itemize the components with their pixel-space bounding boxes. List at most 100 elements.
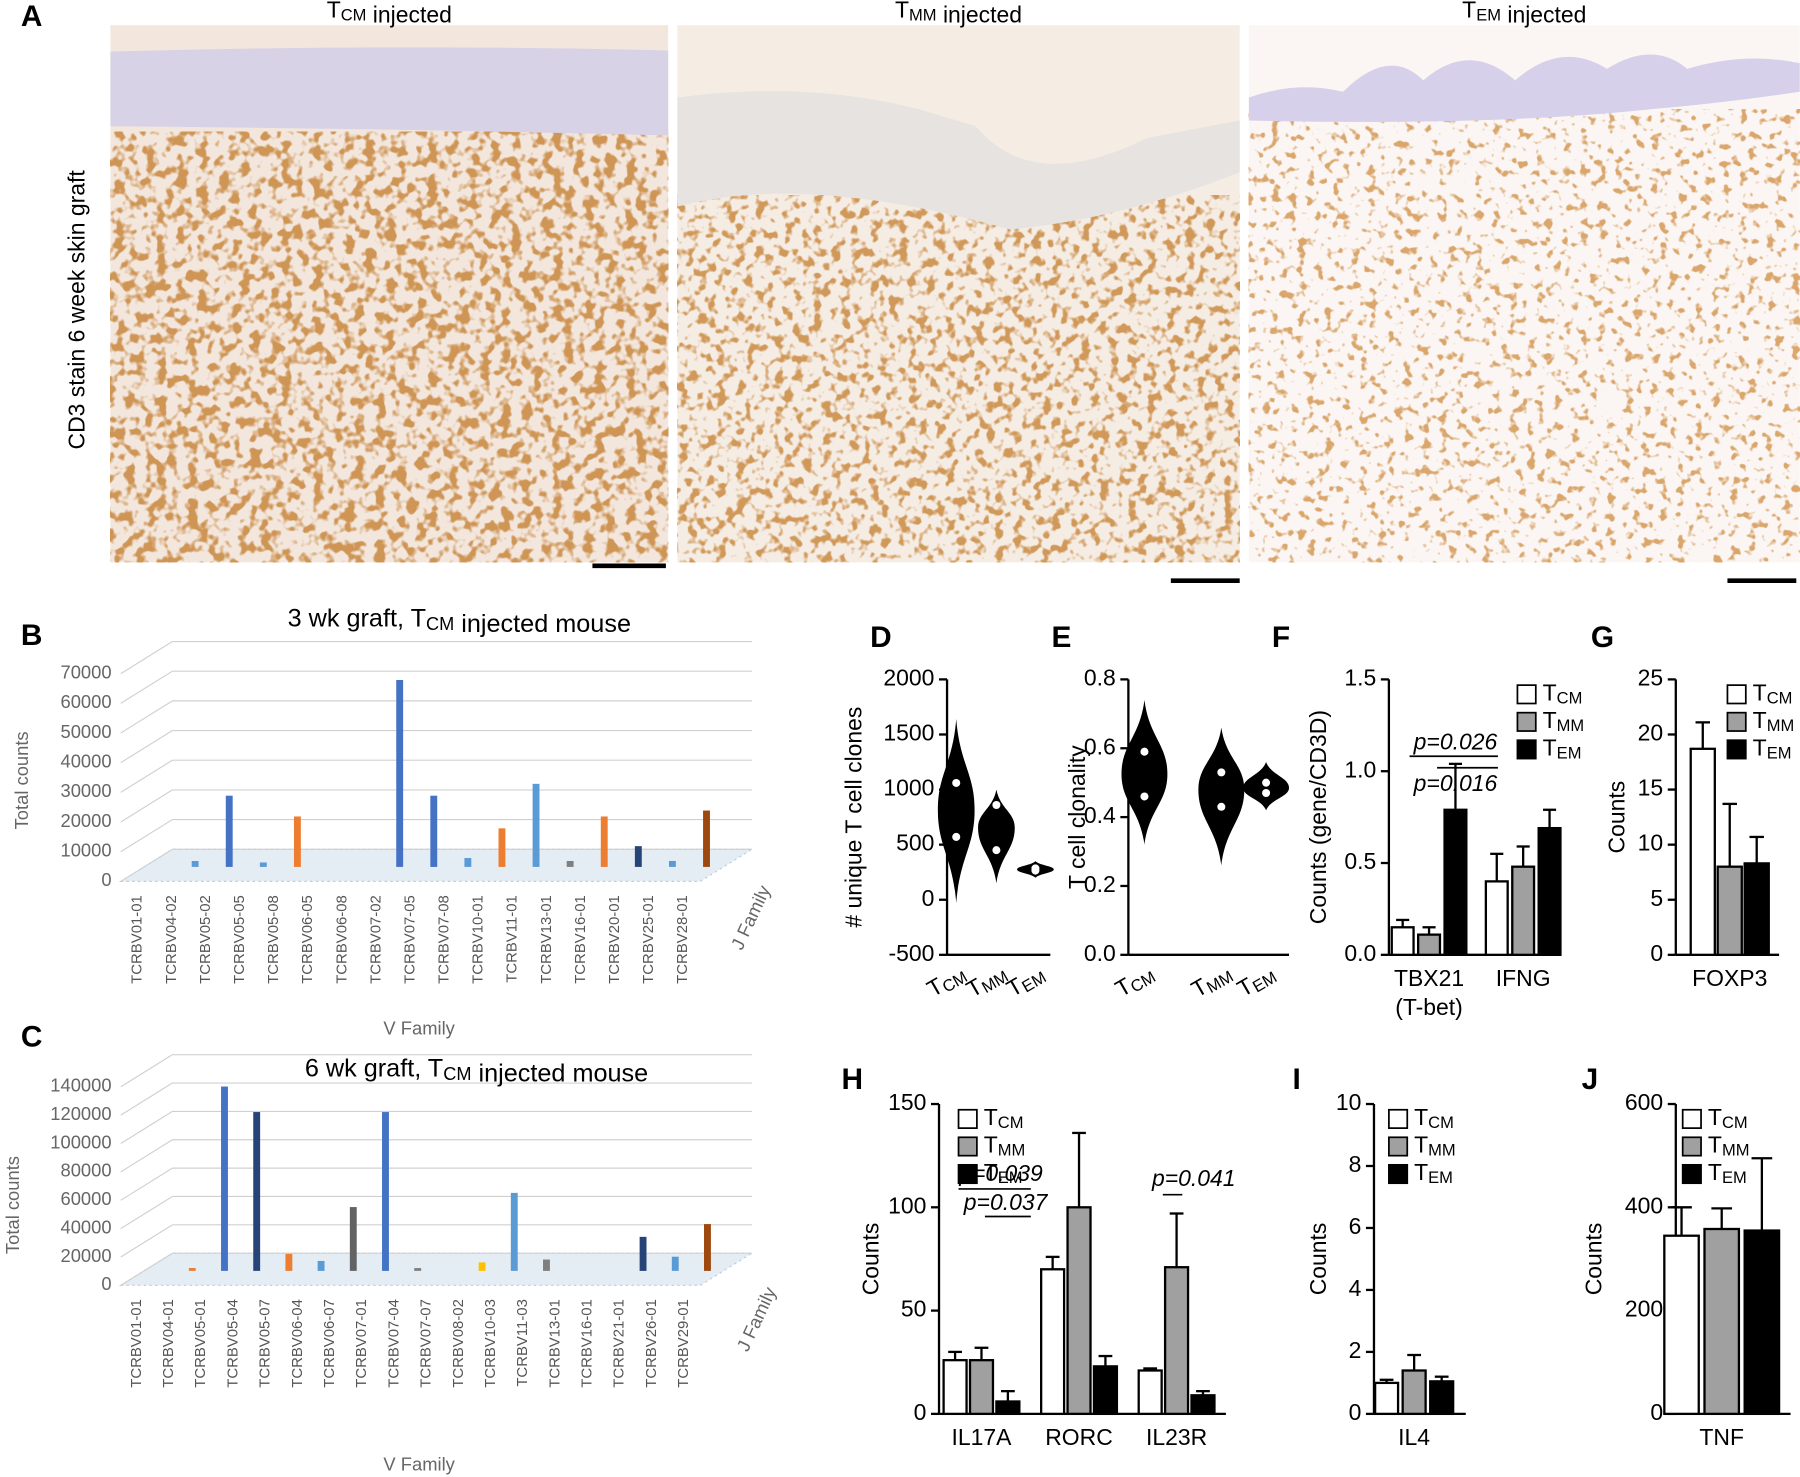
legend-swatch (957, 1163, 978, 1185)
y-axis-label: Counts (1581, 1223, 1607, 1296)
median-dot (1140, 792, 1149, 801)
grid-line (120, 1167, 173, 1201)
panel-label: E (1051, 621, 1071, 654)
x-tick-label: TCRBV05-05 (232, 895, 248, 984)
x-tick-label: TCM (1111, 960, 1160, 1004)
legend-swatch (957, 1108, 978, 1129)
bar (478, 1262, 486, 1271)
bar (349, 1207, 357, 1271)
micrograph-title: TMM injected (895, 0, 1022, 27)
bar (510, 1192, 518, 1271)
bar (1401, 1369, 1427, 1416)
x-tick-label: TCRBV07-08 (437, 895, 453, 984)
bar (1743, 1229, 1781, 1416)
y-tick-label: 40000 (61, 1216, 112, 1237)
bar (1137, 1369, 1163, 1416)
median-dot (1031, 866, 1040, 875)
legend-label: TMM (1543, 707, 1585, 735)
p-value: p=0.039 (958, 1160, 1043, 1186)
x-tick-label: TCRBV07-04 (386, 1299, 402, 1388)
violin (1121, 700, 1168, 845)
y-tick-label: 25 (1638, 664, 1664, 690)
y-tick-label: 150 (888, 1089, 926, 1115)
x-tick-label: TCRBV07-05 (402, 895, 418, 984)
legend-swatch (1516, 711, 1537, 732)
x-tick-label: TCRBV16-01 (580, 1299, 596, 1388)
median-dot (992, 800, 1001, 810)
grid-line (120, 1082, 173, 1116)
x-tick-label: IFNG (1496, 965, 1551, 991)
legend-label: TCM (1543, 679, 1583, 707)
floor (118, 1252, 754, 1286)
chart-title: 3 wk graft, TCM injected mouse (288, 604, 631, 637)
bar (1190, 1394, 1216, 1416)
legend-label: TEM (1708, 1159, 1747, 1187)
bar (704, 1224, 711, 1271)
legend-swatch (1681, 1108, 1702, 1129)
bar (1663, 1234, 1700, 1416)
violin (1198, 727, 1245, 866)
y-tick-label: 50 (901, 1296, 927, 1322)
bar (191, 860, 199, 867)
micrograph-title: TEM injected (1462, 0, 1586, 27)
grid-line (120, 700, 173, 734)
y-tick-label: 500 (896, 830, 934, 856)
y-axis-label: Total counts (2, 1156, 23, 1254)
panel-label: I (1292, 1063, 1300, 1096)
bar (293, 816, 301, 867)
x-tick-label: TCRBV05-07 (258, 1299, 274, 1388)
bar (1484, 880, 1509, 956)
y-tick-label: 20000 (61, 1245, 112, 1266)
median-dot (1262, 788, 1271, 798)
x-tick-label: TCRBV05-02 (198, 895, 214, 984)
bar (942, 1359, 968, 1416)
x-tick-label: TCRBV06-04 (290, 1299, 306, 1388)
x-tick-label: TCRBV04-02 (164, 895, 180, 984)
legend-swatch (1681, 1136, 1702, 1157)
y-tick-label: 50000 (61, 721, 112, 742)
y-tick-label: 0 (914, 1399, 927, 1425)
panel-label: D (870, 621, 892, 654)
y-axis-label: Counts (858, 1223, 884, 1296)
x-tick-label: TCRBV13-01 (547, 1299, 563, 1388)
grid-line (120, 848, 173, 882)
x-tick-label: IL23R (1146, 1424, 1207, 1450)
legend-label: TCM (984, 1104, 1024, 1132)
bar (396, 679, 404, 867)
p-value: p=0.037 (963, 1189, 1049, 1215)
bar (1429, 1380, 1455, 1416)
panel-label: J (1582, 1063, 1599, 1096)
legend-swatch (1516, 684, 1537, 705)
y-tick-label: 600 (1625, 1089, 1663, 1115)
y-tick-label: 2000 (883, 664, 934, 690)
y-tick-label: 0.2 (1084, 871, 1116, 897)
x-axis-label: V Family (383, 1453, 455, 1474)
median-dot (1217, 768, 1226, 777)
y-axis-label: Counts (1305, 1223, 1331, 1296)
y-tick-label: 70000 (61, 662, 112, 683)
panel-label: F (1272, 621, 1290, 654)
bar (995, 1400, 1021, 1416)
y-tick-label: 15 (1638, 775, 1664, 801)
y-tick-label: 0 (1650, 940, 1663, 966)
x-tick-label: TCRBV10-01 (471, 895, 487, 984)
grid-line (120, 1110, 173, 1145)
y-tick-label: -500 (889, 940, 935, 966)
chart-3d: 0 20000 40000 60000 80000 100000 120000 140000 T… (2, 1054, 780, 1474)
legend-label: TMM (1708, 1132, 1750, 1160)
y-tick-label: 20 (1638, 720, 1664, 746)
y-tick-label: 0 (101, 869, 111, 890)
y-tick-label: 200 (1625, 1296, 1663, 1322)
bar (430, 795, 438, 867)
median-dot (1217, 802, 1226, 811)
legend-label: TCM (1753, 679, 1793, 707)
bar (382, 1112, 389, 1271)
x-tick-label: TCRBV16-01 (573, 895, 589, 984)
x-tick-label: TNF (1699, 1424, 1744, 1450)
bar (498, 828, 506, 867)
grid-line (120, 1252, 173, 1286)
chart-violin: -500 0 500 1000 1500 2000 # unique T cell clon… (840, 664, 1054, 1004)
y-tick-label: 0 (1650, 1399, 1663, 1425)
